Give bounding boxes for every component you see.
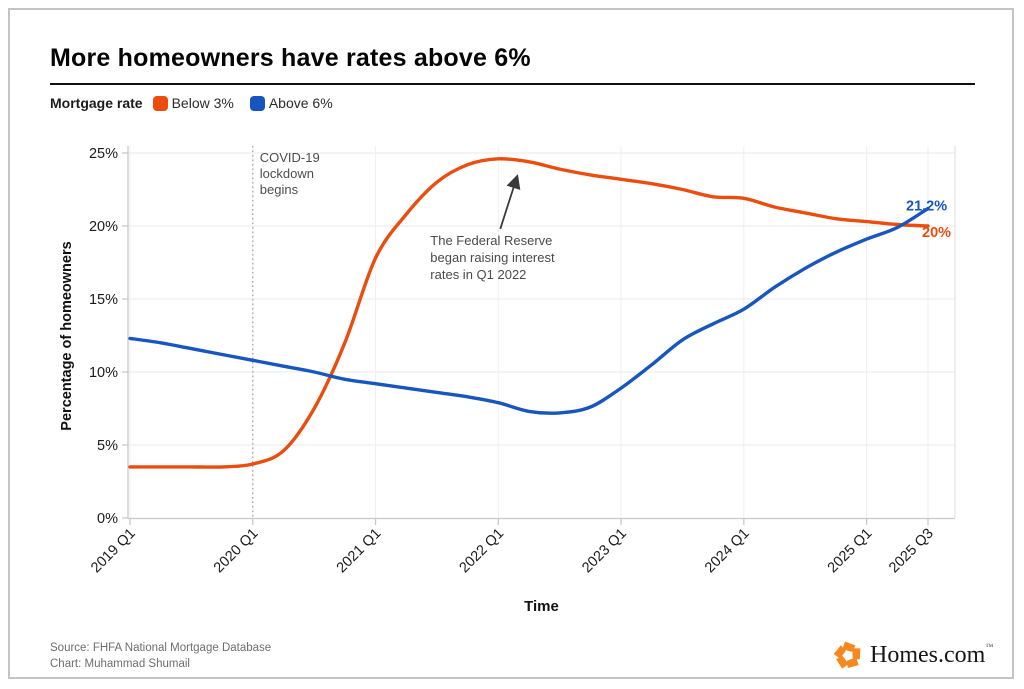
source-line: Source: FHFA National Mortgage Database bbox=[50, 642, 272, 654]
fed-annotation-text: The Federal Reserve bbox=[430, 233, 552, 248]
gridlines bbox=[128, 146, 956, 518]
covid-annotation-text: lockdown bbox=[260, 166, 314, 181]
homes-pinwheel-icon bbox=[833, 641, 861, 669]
pinwheel-petal bbox=[836, 655, 849, 669]
brand-name: Homes.com™ bbox=[870, 641, 994, 668]
x-tick-label: 2023 Q1 bbox=[579, 526, 630, 577]
x-tick-label: 2022 Q1 bbox=[456, 526, 507, 577]
x-tick-label: 2024 Q1 bbox=[702, 526, 753, 577]
chart-title: More homeowners have rates above 6% bbox=[50, 44, 531, 72]
x-axis-title: Time bbox=[524, 598, 559, 615]
homes-logo: Homes.com™ bbox=[831, 638, 993, 672]
end-label-above-6: 21.2% bbox=[906, 198, 947, 214]
pinwheel-petal bbox=[852, 648, 861, 660]
axes bbox=[122, 146, 955, 525]
pinwheel-petal bbox=[833, 645, 846, 659]
legend-swatch-above-6-icon bbox=[249, 95, 265, 111]
source-note: Source: FHFA National Mortgage Database … bbox=[50, 640, 271, 672]
credit-line: Chart: Muhammad Shumail bbox=[50, 658, 190, 670]
x-tick-label: 2025 Q1 bbox=[825, 526, 876, 577]
fed-annotation-text: began raising interest bbox=[430, 250, 555, 265]
x-tick-label: 2021 Q1 bbox=[334, 526, 385, 577]
end-label-below-3: 20% bbox=[922, 225, 951, 241]
series-line-above-6 bbox=[128, 206, 930, 415]
legend-swatch-below-3-icon bbox=[152, 95, 168, 111]
y-tick-label: 20% bbox=[89, 219, 118, 235]
y-tick-label: 0% bbox=[97, 511, 118, 527]
covid-annotation-text: COVID-19 bbox=[260, 150, 320, 165]
legend: Mortgage rate Below 3% Above 6% bbox=[50, 95, 349, 111]
pinwheel-petal bbox=[846, 657, 859, 668]
pinwheel-petal bbox=[842, 641, 856, 652]
annotation-arrow bbox=[499, 174, 521, 230]
fed-annotation-text: rates in Q1 2022 bbox=[430, 267, 526, 282]
trademark-symbol: ™ bbox=[985, 641, 994, 651]
legend-label-above-6: Above 6% bbox=[268, 95, 333, 111]
y-tick-label: 15% bbox=[89, 292, 118, 308]
series-line-below-3 bbox=[128, 157, 930, 469]
legend-label-below-3: Below 3% bbox=[171, 95, 234, 111]
covid-annotation-text: begins bbox=[260, 182, 299, 197]
legend-title: Mortgage rate bbox=[50, 95, 143, 111]
y-tick-label: 5% bbox=[97, 438, 118, 454]
x-tick-label: 2020 Q1 bbox=[211, 526, 262, 577]
x-tick-label: 2019 Q1 bbox=[88, 526, 139, 577]
tick-labels: 0% 5% 10% 15% 20% 25% 2019 Q1 2020 Q1 2021 Q1 202… bbox=[88, 146, 937, 576]
series-lines: 20% 21.2% bbox=[128, 157, 951, 469]
x-tick-label: 2025 Q3 bbox=[886, 526, 937, 577]
y-tick-label: 10% bbox=[89, 365, 118, 381]
y-tick-label: 25% bbox=[89, 146, 118, 162]
title-underline bbox=[50, 83, 975, 85]
